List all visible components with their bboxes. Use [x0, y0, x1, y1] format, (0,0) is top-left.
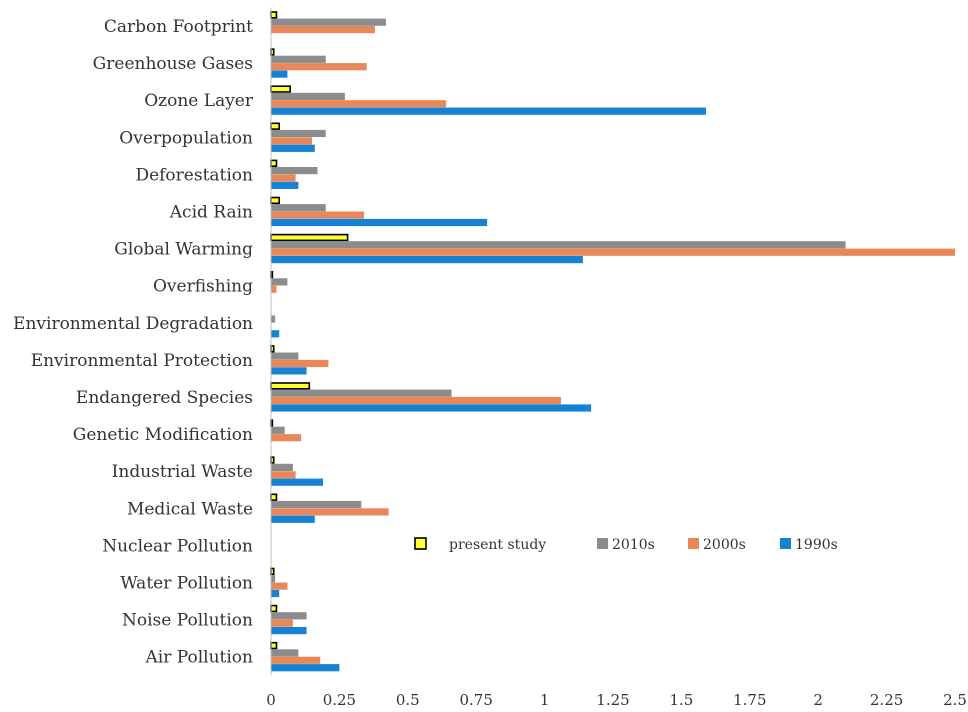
category-label: Nuclear Pollution — [102, 536, 253, 556]
bar-present-study — [270, 159, 278, 167]
legend-label: 2000s — [703, 537, 746, 553]
bar-2000s — [271, 137, 313, 145]
bar-present-study — [270, 382, 311, 390]
x-tick-label: 0 — [266, 691, 276, 709]
legend-swatch — [780, 538, 791, 549]
bar-2010s — [271, 612, 307, 620]
bar-2000s — [271, 619, 293, 627]
bar-2010s — [271, 129, 326, 138]
bar-1990s — [271, 589, 280, 598]
bar-present-study — [270, 122, 281, 130]
bar-2010s — [271, 426, 285, 434]
bar-2010s — [271, 241, 846, 249]
bar-2000s — [271, 359, 329, 368]
category-label: Deforestation — [135, 165, 253, 185]
bar-2010s — [271, 315, 276, 323]
category-label: Acid Rain — [169, 203, 253, 223]
category-label: Noise Pollution — [122, 611, 253, 631]
bar-2000s — [271, 285, 277, 293]
legend-swatch — [414, 537, 427, 550]
bar-1990s — [271, 330, 280, 338]
x-tick-label: 1.5 — [669, 691, 693, 709]
bar-2000s — [271, 397, 562, 405]
bar-present-study — [270, 493, 278, 501]
bar-2010s — [271, 18, 386, 26]
bar-2010s — [271, 649, 299, 657]
legend-label: 2010s — [612, 537, 655, 553]
category-label: Carbon Footprint — [104, 17, 253, 37]
category-label: Overfishing — [153, 277, 253, 297]
category-label: Ozone Layer — [144, 91, 254, 111]
category-label: Endangered Species — [76, 388, 253, 408]
y-axis-labels: Carbon Footprint Greenhouse Gases Ozone La… — [13, 17, 254, 668]
bar-1990s — [271, 107, 707, 115]
bar-1990s — [271, 478, 323, 486]
category-label: Water Pollution — [120, 574, 253, 594]
bar-present-study — [270, 641, 278, 650]
x-tick-label: 2.25 — [870, 691, 903, 709]
bar-1990s — [271, 256, 583, 264]
category-label: Environmental Protection — [31, 351, 253, 371]
bar-1990s — [271, 70, 288, 78]
bar-1990s — [271, 218, 488, 227]
category-label: Genetic Modification — [73, 425, 253, 445]
bar-present-study — [270, 604, 278, 613]
bar-2000s — [271, 434, 302, 442]
bar-1990s — [271, 515, 315, 523]
bar-2010s — [271, 204, 326, 212]
legend-label: present study — [449, 537, 546, 553]
bar-present-study — [270, 196, 281, 205]
category-label: Environmental Degradation — [13, 314, 253, 334]
bar-2010s — [271, 55, 326, 63]
x-tick-label: 0.75 — [459, 691, 492, 709]
bar-1990s — [271, 627, 307, 635]
x-axis-ticks: 0 0.25 0.5 0.75 1 1.25 1.5 1.75 2 2.25 2.5 — [266, 691, 967, 709]
bar-2000s — [271, 174, 296, 182]
category-label: Air Pollution — [144, 648, 253, 668]
x-tick-label: 1.75 — [733, 691, 766, 709]
bar-1990s — [271, 367, 307, 375]
bar-2000s — [271, 100, 447, 108]
category-label: Medical Waste — [127, 499, 253, 519]
x-tick-label: 0.5 — [396, 691, 420, 709]
bar-2000s — [271, 248, 955, 256]
legend-swatch — [688, 538, 699, 549]
category-label: Overpopulation — [119, 128, 253, 148]
bar-2010s — [271, 92, 345, 100]
x-tick-label: 1 — [540, 691, 550, 709]
x-tick-label: 2 — [813, 691, 823, 709]
bar-2000s — [271, 656, 321, 664]
bar-2000s — [271, 508, 389, 516]
bar-2010s — [271, 500, 362, 509]
bar-2000s — [271, 582, 288, 590]
bar-2000s — [271, 211, 365, 219]
bar-2010s — [271, 167, 318, 175]
bar-present-study — [270, 11, 278, 19]
bar-2010s — [271, 352, 299, 360]
bar-present-study — [270, 85, 291, 93]
bar-2000s — [271, 26, 375, 34]
x-tick-label: 0.25 — [323, 691, 356, 709]
bars — [270, 11, 955, 672]
category-label: Global Warming — [114, 240, 253, 260]
bar-1990s — [271, 404, 592, 412]
bar-2010s — [271, 463, 293, 471]
bar-2000s — [271, 63, 367, 71]
bar-1990s — [271, 144, 315, 152]
x-tick-label: 2.5 — [943, 691, 967, 709]
category-label: Industrial Waste — [112, 462, 253, 482]
legend-swatch — [597, 538, 608, 549]
x-tick-label: 1.25 — [596, 691, 629, 709]
bar-present-study — [270, 233, 349, 242]
bar-2000s — [271, 471, 296, 479]
bar-2010s — [271, 278, 288, 286]
bar-2010s — [271, 575, 276, 583]
bar-1990s — [271, 181, 299, 189]
bar-2010s — [271, 389, 452, 397]
legend-label: 1990s — [795, 537, 838, 553]
category-label: Greenhouse Gases — [93, 54, 253, 74]
legend: present study 2010s 2000s 1990s — [414, 537, 838, 553]
bar-1990s — [271, 664, 340, 672]
